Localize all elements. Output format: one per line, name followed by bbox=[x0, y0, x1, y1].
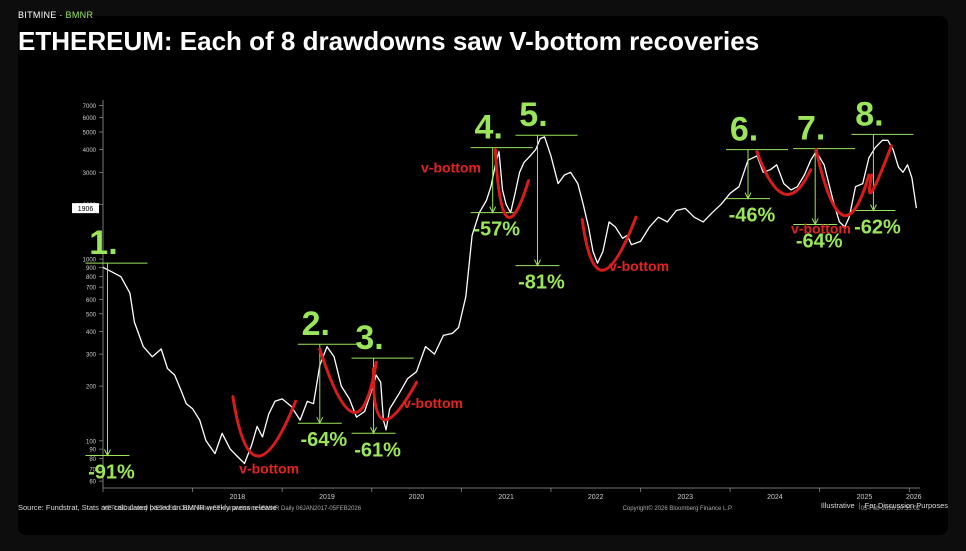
v-bottom-curve bbox=[580, 215, 638, 272]
y-tick-label: 60 bbox=[89, 480, 96, 486]
x-tick-label: 2020 bbox=[409, 494, 425, 501]
y-tick-label: 5000 bbox=[83, 131, 97, 137]
drawdown-arrow bbox=[534, 259, 541, 267]
v-bottom-curve bbox=[868, 144, 893, 195]
x-tick-label: 2022 bbox=[588, 494, 604, 501]
illustrative-label: Illustrative bbox=[820, 501, 855, 510]
drawdown-number: 6. bbox=[730, 111, 758, 149]
v-bottom-curve bbox=[318, 347, 378, 414]
y-tick-label: 70 bbox=[89, 467, 96, 473]
y-tick-label: 3000 bbox=[83, 171, 97, 177]
drawdown-number: 5. bbox=[519, 96, 547, 134]
x-tick-label: 2018 bbox=[230, 494, 246, 501]
x-tick-label: 2019 bbox=[319, 494, 335, 501]
y-tick-label: 500 bbox=[86, 312, 97, 318]
x-tick-label: 2023 bbox=[678, 494, 694, 501]
brand-ticker: BMNR bbox=[65, 10, 94, 20]
y-tick-label: 900 bbox=[86, 266, 97, 272]
x-tick-label: 2021 bbox=[498, 494, 514, 501]
drawdown-percent: -46% bbox=[729, 205, 776, 227]
y-tick-label: 6000 bbox=[83, 116, 97, 122]
bloomberg-copyright: Copyright© 2026 Bloomberg Finance L.P. bbox=[623, 505, 734, 512]
v-bottom-curve bbox=[755, 150, 813, 196]
brand-name: BITMINE bbox=[18, 10, 57, 20]
y-tick-label: 4000 bbox=[83, 148, 97, 154]
chart-frame bbox=[18, 16, 948, 535]
y-tick-label: 600 bbox=[86, 298, 97, 304]
drawdown-percent: -91% bbox=[88, 462, 135, 484]
drawdown-percent: -81% bbox=[518, 272, 565, 294]
bloomberg-caption: XETUSD Curncy (XET-USD Cross Rate) ETH d… bbox=[103, 506, 362, 512]
drawdown-arrow bbox=[104, 449, 111, 457]
drawdown-arrow bbox=[316, 416, 324, 425]
y-tick-label: 100 bbox=[86, 439, 97, 445]
eth-price-line bbox=[102, 136, 918, 465]
brand-line: BITMINE · BMNR bbox=[18, 10, 93, 20]
y-tick-label: 1000 bbox=[83, 258, 97, 264]
drawdown-number: 8. bbox=[855, 95, 883, 133]
last-price-box bbox=[72, 203, 99, 214]
last-price-label: 1906 bbox=[78, 206, 94, 213]
brand-separator: · bbox=[59, 10, 63, 20]
x-tick-label: 2024 bbox=[767, 494, 783, 501]
drawdown-arrow bbox=[869, 204, 877, 212]
drawdown-number: 2. bbox=[302, 305, 330, 343]
y-tick-label: 80 bbox=[89, 457, 96, 463]
drawdown-percent: -62% bbox=[854, 216, 901, 238]
v-bottom-curve bbox=[814, 148, 871, 217]
v-bottom-label: v-bottom bbox=[609, 258, 669, 274]
drawdown-number: 7. bbox=[797, 110, 825, 148]
discussion-label: For Discussion Purposes bbox=[864, 501, 948, 510]
v-bottom-label: v-bottom bbox=[791, 221, 851, 237]
x-tick-label: 2025 bbox=[857, 494, 873, 501]
v-bottom-label: v-bottom bbox=[403, 395, 463, 411]
drawdown-percent: -61% bbox=[354, 439, 401, 461]
drawdown-arrow bbox=[744, 192, 752, 200]
v-bottom-label: v-bottom bbox=[239, 461, 299, 477]
drawdown-number: 1. bbox=[89, 224, 117, 262]
x-tick-label: 2026 bbox=[906, 494, 922, 501]
drawdown-percent: -64% bbox=[300, 429, 347, 451]
drawdown-arrow bbox=[489, 206, 497, 214]
drawdown-number: 3. bbox=[355, 319, 383, 357]
v-bottom-curve bbox=[493, 148, 531, 219]
v-bottom-curve bbox=[231, 395, 298, 458]
y-tick-label: 800 bbox=[86, 275, 97, 281]
v-bottom-curve bbox=[372, 366, 419, 421]
y-tick-label: 700 bbox=[86, 286, 97, 292]
y-tick-label: 300 bbox=[86, 353, 97, 359]
drawdown-percent: -57% bbox=[473, 219, 520, 241]
source-note: Source: Fundstrat, Stats are calculated … bbox=[18, 503, 277, 512]
y-tick-label: 400 bbox=[86, 330, 97, 336]
drawdown-arrow bbox=[811, 218, 819, 226]
bloomberg-timestamp: 05-Feb-2026 20:35:02 bbox=[861, 506, 921, 512]
y-tick-label: 90 bbox=[89, 448, 96, 454]
y-tick-label: 200 bbox=[86, 385, 97, 391]
v-bottom-label: v-bottom bbox=[421, 159, 481, 175]
drawdown-percent: -64% bbox=[796, 230, 843, 252]
drawdown-arrow bbox=[370, 427, 377, 435]
headline: ETHEREUM: Each of 8 drawdowns saw V-bott… bbox=[18, 26, 760, 56]
disclaimer: Illustrative | For Discussion Purposes bbox=[821, 501, 948, 510]
disclaimer-separator: | bbox=[858, 501, 861, 510]
drawdown-number: 4. bbox=[475, 109, 503, 147]
y-tick-label: 7000 bbox=[83, 104, 97, 110]
